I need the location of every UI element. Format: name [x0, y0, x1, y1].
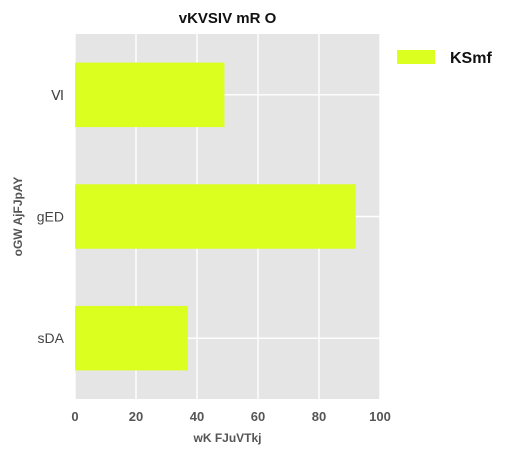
x-tick-label: 60 — [251, 409, 265, 424]
chart-title: vKVSIV mR O — [179, 10, 277, 27]
bar — [75, 305, 188, 371]
x-tick-label: 80 — [312, 409, 326, 424]
legend-label: KSmf — [450, 50, 492, 67]
x-axis-label: wK FJuVTkj — [192, 431, 261, 445]
x-tick-labels: 0 20 40 60 80 100 — [71, 409, 390, 424]
y-tick-label: Ⅵ — [51, 87, 64, 103]
legend: KSmf — [397, 50, 492, 67]
y-axis-label: oGW AjFJpAY — [11, 177, 25, 257]
y-tick-label: gED — [37, 209, 64, 225]
bars — [75, 62, 356, 371]
x-tick-label: 100 — [369, 409, 391, 424]
legend-swatch — [397, 50, 435, 64]
bar — [75, 184, 356, 249]
x-tick-label: 20 — [129, 409, 143, 424]
bar — [75, 62, 225, 128]
x-tick-label: 40 — [190, 409, 204, 424]
x-tick-label: 0 — [71, 409, 78, 424]
y-tick-label: sDA — [38, 330, 65, 346]
